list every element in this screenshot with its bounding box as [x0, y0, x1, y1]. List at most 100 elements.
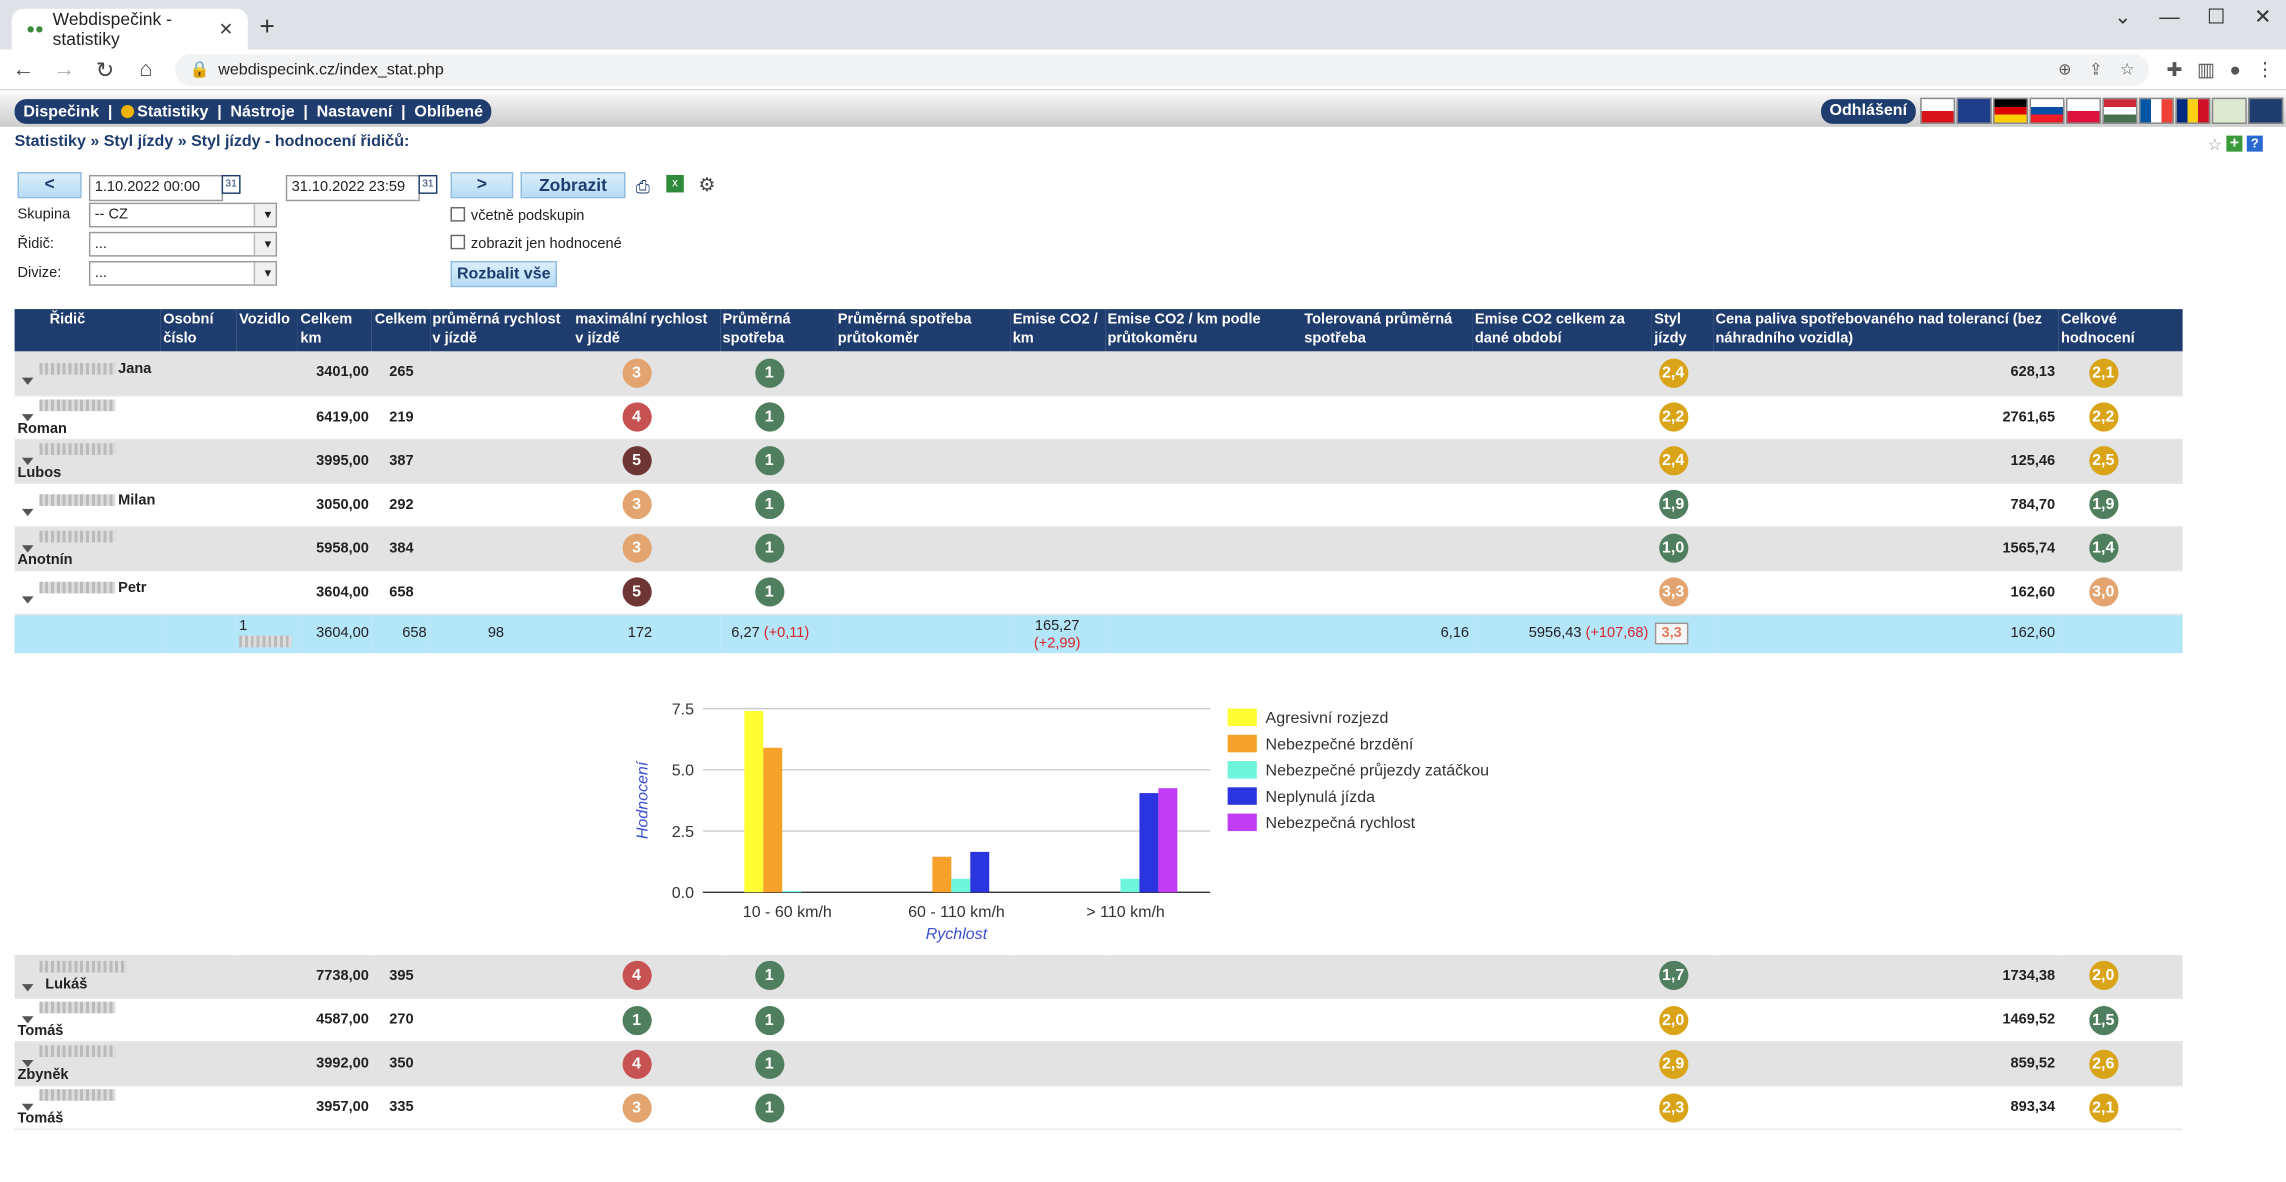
forward-icon[interactable]: → — [53, 56, 76, 82]
close-tab-icon[interactable]: ✕ — [218, 18, 234, 40]
url-field[interactable]: 🔒 webdispecink.cz/index_stat.php ⊕ ⇪ ☆ — [174, 53, 2150, 86]
expand-caret-icon[interactable] — [21, 413, 34, 421]
col-driver[interactable]: Řidič — [14, 309, 161, 352]
table-row[interactable]: Milan 3050,00 292 3 1 1,9 784,70 1,9 — [14, 482, 2183, 528]
menu-nastroje[interactable]: Nástroje — [230, 102, 295, 121]
col-style[interactable]: Styl jízdy — [1651, 309, 1713, 352]
expand-caret-icon[interactable] — [21, 596, 34, 604]
menu-statistiky[interactable]: Statistiky — [121, 103, 208, 120]
flag-de-icon[interactable] — [1993, 97, 2029, 124]
col-flowmeter-consumption[interactable]: Průměrná spotřeba průtokoměr — [834, 309, 1010, 352]
detail-style-badge[interactable]: 3,3 — [1654, 622, 1690, 645]
next-period-button[interactable]: > — [450, 172, 514, 199]
browser-tab[interactable]: ●● Webdispečink - statistiky ✕ — [11, 8, 248, 50]
expand-caret-icon[interactable] — [21, 544, 34, 552]
expand-caret-icon[interactable] — [21, 1059, 34, 1068]
col-max-speed[interactable]: maximální rychlost v jízdě — [572, 309, 720, 352]
col-vehicle[interactable]: Vozidlo — [236, 309, 298, 352]
menu-dispecink[interactable]: Dispečink — [23, 102, 100, 121]
style-badge[interactable]: 2,2 — [1658, 402, 1688, 432]
logout-button[interactable]: Odhlášení — [1820, 99, 1916, 124]
expand-caret-icon[interactable] — [21, 508, 34, 517]
export-icon[interactable] — [2211, 97, 2247, 124]
show-button[interactable]: Zobrazit — [520, 172, 626, 199]
style-badge[interactable]: 2,4 — [1658, 446, 1688, 476]
phone-icon[interactable] — [2248, 97, 2284, 124]
col-overall[interactable]: Celkové hodnocení — [2058, 309, 2183, 352]
table-row[interactable]: Petr 3604,00 658 5 1 3,3 162,60 3,0 — [14, 570, 2183, 615]
table-row[interactable]: Zbyněk 3992,00 350 4 1 2,9 859,52 2,6 — [14, 1041, 2183, 1087]
table-row[interactable]: Jana 3401,00 265 3 1 2,4 628,13 2,1 — [14, 351, 2183, 396]
menu-nastaveni[interactable]: Nastavení — [316, 102, 393, 121]
only-rated-checkbox[interactable] — [450, 234, 466, 250]
settings-gear-icon[interactable]: ⚙ — [698, 173, 716, 196]
col-co2-total[interactable]: Emise CO2 celkem za dané období — [1471, 309, 1652, 352]
flag-ro-icon[interactable] — [2175, 97, 2211, 124]
group-select[interactable]: -- CZ ▾ — [88, 202, 278, 228]
minimize-icon[interactable]: — — [2159, 4, 2180, 28]
col-fuel-cost[interactable]: Cena paliva spotřebovaného nad tolerancí… — [1712, 309, 2059, 352]
style-badge[interactable]: 3,3 — [1658, 577, 1688, 607]
flag-sk-icon[interactable] — [2029, 97, 2065, 124]
col-personal-number[interactable]: Osobní číslo — [160, 309, 237, 352]
style-badge[interactable]: 2,3 — [1658, 1092, 1688, 1122]
favorite-star-icon[interactable]: ☆ — [2207, 137, 2222, 155]
table-row[interactable]: Lubos 3995,00 387 5 1 2,4 125,46 2,5 — [14, 438, 2183, 484]
extensions-icon[interactable]: ✚ — [2166, 57, 2183, 80]
col-total[interactable]: Celkem — [371, 309, 430, 352]
flag-gb-icon[interactable] — [1956, 97, 1992, 124]
col-co2-flowmeter[interactable]: Emise CO2 / km podle průtokoměru — [1104, 309, 1302, 352]
col-avg-speed[interactable]: průměrná rychlost v jízdě — [429, 309, 573, 352]
excel-icon[interactable]: x — [666, 174, 684, 193]
table-row[interactable]: Anotnín 5958,00 384 3 1 1,0 1565,74 1,4 — [14, 526, 2183, 571]
table-row[interactable]: Lukáš 7738,00 395 4 1 1,7 1734,38 2,0 — [14, 954, 2183, 999]
flag-fr-icon[interactable] — [2138, 97, 2174, 124]
zoom-icon[interactable]: ⊕ — [2058, 61, 2072, 79]
flag-pl-icon[interactable] — [2065, 97, 2101, 124]
add-icon[interactable]: + — [2226, 135, 2243, 152]
flag-cz-icon[interactable] — [1920, 97, 1956, 124]
expand-caret-icon[interactable] — [21, 983, 34, 992]
date-to-input[interactable]: 31.10.2022 23:59 — [285, 174, 420, 202]
expand-caret-icon[interactable] — [21, 1016, 34, 1024]
chevron-down-icon[interactable]: ⌄ — [2114, 3, 2132, 27]
flag-hu-icon[interactable] — [2102, 97, 2138, 124]
style-badge[interactable]: 2,4 — [1658, 358, 1688, 388]
close-window-icon[interactable]: ✕ — [2254, 3, 2272, 27]
table-row[interactable]: Roman 6419,00 219 4 1 2,2 2761,65 2,2 — [14, 395, 2183, 440]
expand-caret-icon[interactable] — [21, 1103, 34, 1111]
include-subgroups-checkbox[interactable] — [450, 207, 466, 222]
col-co2-km[interactable]: Emise CO2 / km — [1009, 309, 1105, 352]
division-select[interactable]: ... ▾ — [88, 260, 278, 286]
col-tolerated-consumption[interactable]: Tolerovaná průměrná spotřeba — [1301, 309, 1472, 352]
expand-caret-icon[interactable] — [21, 457, 34, 465]
style-badge[interactable]: 1,9 — [1658, 489, 1688, 520]
home-icon[interactable]: ⌂ — [139, 56, 153, 82]
help-icon[interactable]: ? — [2246, 135, 2263, 152]
print-icon[interactable]: ⎙ — [635, 176, 650, 197]
prev-period-button[interactable]: < — [17, 172, 82, 199]
back-icon[interactable]: ← — [12, 56, 35, 82]
col-avg-consumption[interactable]: Průměrná spotřeba — [719, 309, 835, 352]
sidepanel-icon[interactable]: ▥ — [2196, 57, 2215, 80]
profile-icon[interactable]: ● — [2229, 57, 2241, 80]
expand-all-button[interactable]: Rozbalit vše — [450, 260, 557, 288]
menu-oblibene[interactable]: Oblíbené — [414, 102, 484, 121]
date-from-input[interactable]: 1.10.2022 00:00 — [88, 174, 224, 202]
style-badge[interactable]: 2,9 — [1658, 1049, 1688, 1079]
maximize-icon[interactable]: ☐ — [2207, 3, 2226, 27]
calendar-to-icon[interactable]: 31 — [418, 174, 438, 194]
more-menu-icon[interactable]: ⋮ — [2255, 57, 2275, 80]
col-total-km[interactable]: Celkem km — [297, 309, 372, 352]
calendar-from-icon[interactable]: 31 — [221, 174, 241, 194]
bookmark-star-icon[interactable]: ☆ — [2120, 61, 2135, 79]
reload-icon[interactable]: ↻ — [95, 57, 115, 83]
table-row[interactable]: Tomáš 3957,00 335 3 1 2,3 893,34 2,1 — [14, 1085, 2183, 1130]
expand-caret-icon[interactable] — [21, 377, 34, 385]
new-tab-icon[interactable]: + — [259, 11, 275, 41]
style-badge[interactable]: 2,0 — [1658, 1005, 1688, 1035]
style-badge[interactable]: 1,0 — [1658, 533, 1688, 563]
style-badge[interactable]: 1,7 — [1658, 961, 1688, 991]
table-row[interactable]: Tomáš 4587,00 270 1 1 2,0 1469,52 1,5 — [14, 998, 2183, 1043]
share-icon[interactable]: ⇪ — [2089, 61, 2103, 79]
